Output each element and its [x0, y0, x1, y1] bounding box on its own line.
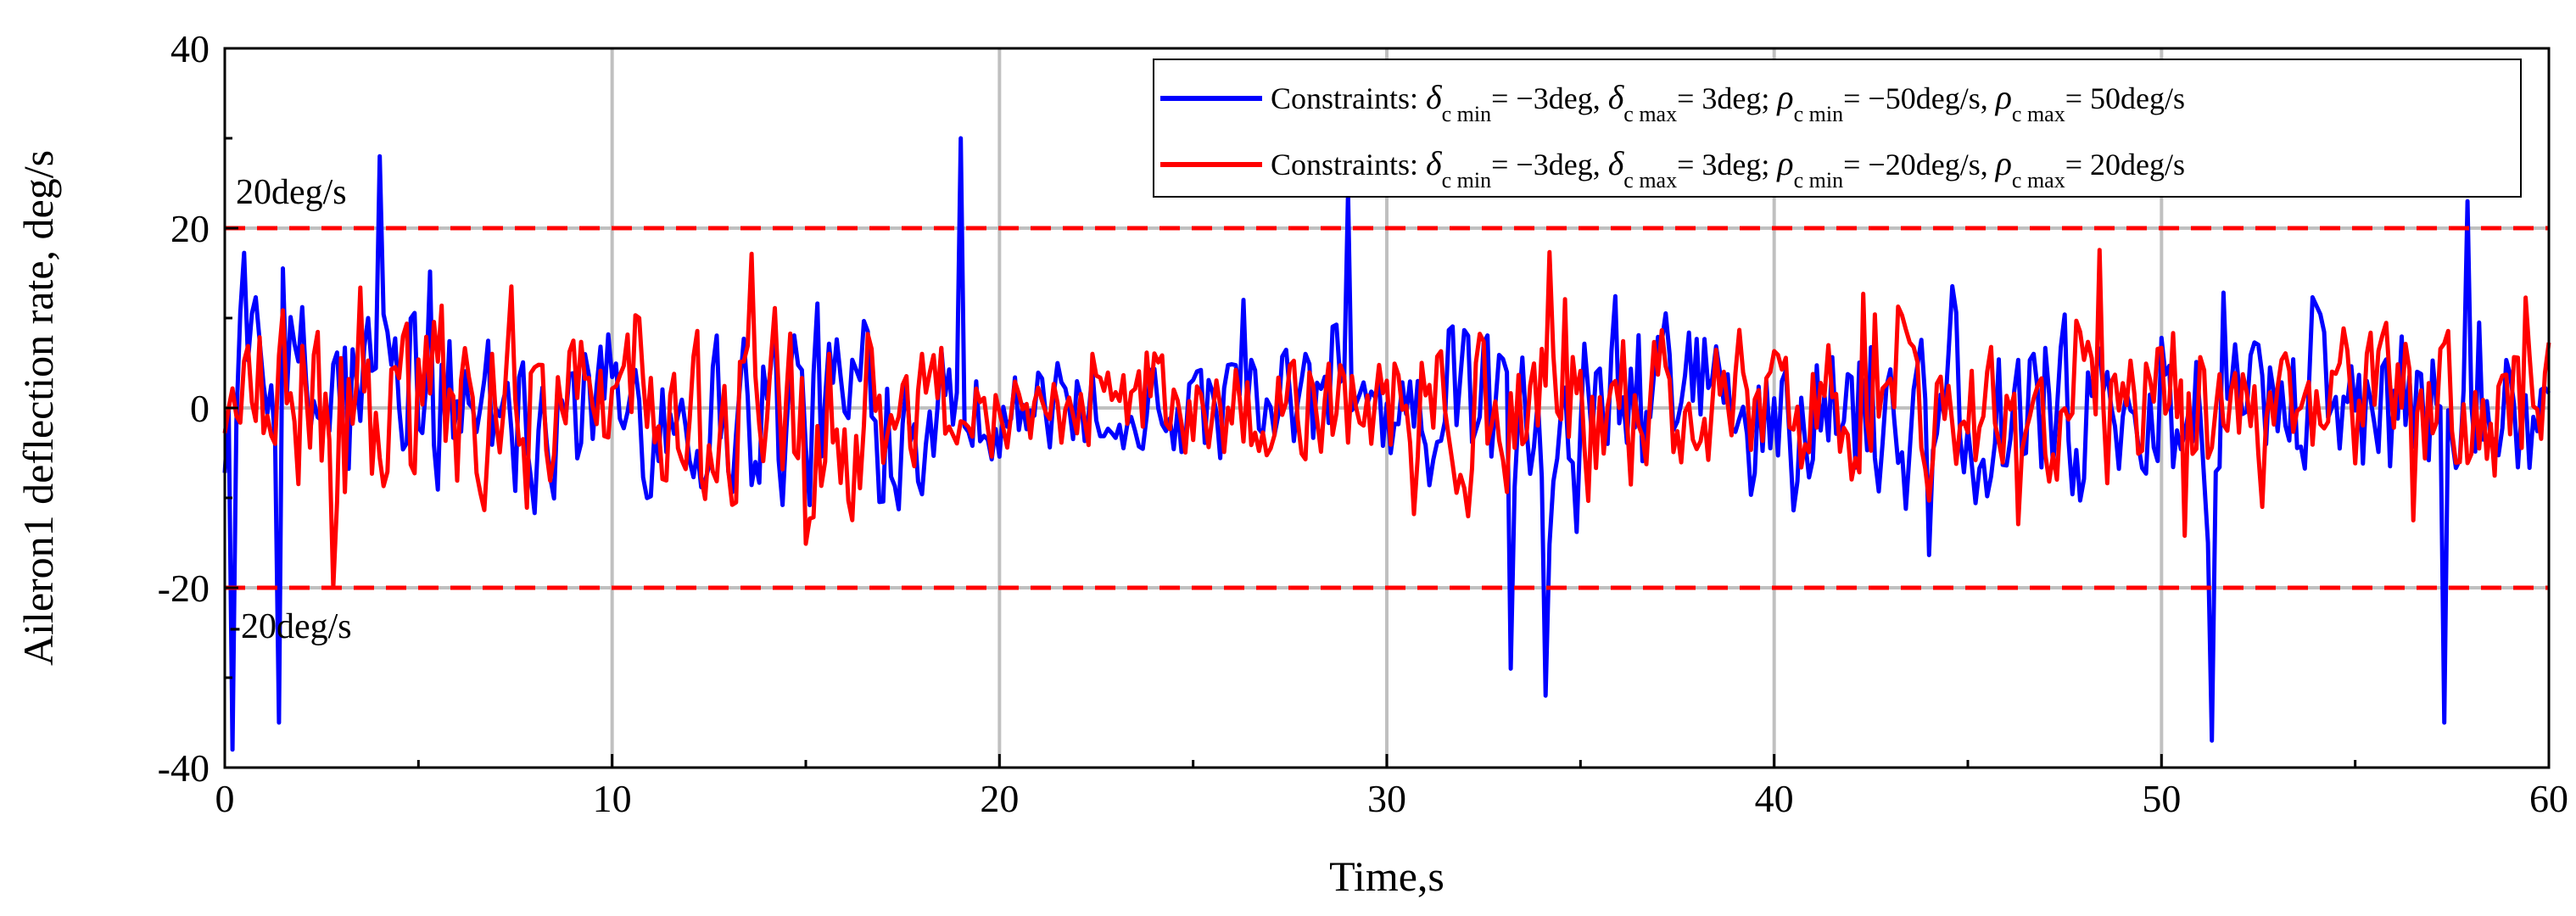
x-tick-label-50: 50	[2142, 777, 2181, 820]
y-tick-label-0: 0	[190, 387, 210, 430]
x-tick-label-60: 60	[2529, 777, 2568, 820]
y-tick-label--40: -40	[158, 746, 210, 790]
y-tick-label--20: -20	[158, 567, 210, 610]
y-tick-label-40: 40	[170, 27, 210, 70]
series-layer	[222, 136, 2551, 752]
tick-marks	[223, 47, 2551, 769]
y-axis-label: Aileron1 deflection rate, deg/s	[14, 150, 62, 666]
legend: Constraints: δc min= −3deg, δc max= 3deg…	[1153, 59, 2522, 198]
legend-entry-red: Constraints: δc min= −3deg, δc max= 3deg…	[1271, 144, 2185, 193]
x-tick-label-10: 10	[593, 777, 632, 820]
x-tick-label-30: 30	[1367, 777, 1406, 820]
x-tick-label-40: 40	[1755, 777, 1794, 820]
x-tick-label-0: 0	[215, 777, 235, 820]
x-axis-label: Time,s	[1329, 852, 1444, 900]
reference-lines	[225, 226, 2549, 590]
x-tick-label-20: 20	[980, 777, 1019, 820]
y-tick-label-20: 20	[170, 207, 210, 250]
legend-entry-blue: Constraints: δc min= −3deg, δc max= 3deg…	[1271, 78, 2185, 126]
x-tick-labels: 0 10 20 30 40 50 60	[215, 777, 2569, 820]
legend-box	[1153, 59, 2522, 198]
y-tick-labels: -40 -20 0 20 40	[158, 27, 210, 790]
upper-limit-annotation: 20deg/s	[236, 173, 347, 212]
series-line-1	[222, 248, 2551, 590]
lower-limit-annotation: -20deg/s	[229, 607, 352, 646]
